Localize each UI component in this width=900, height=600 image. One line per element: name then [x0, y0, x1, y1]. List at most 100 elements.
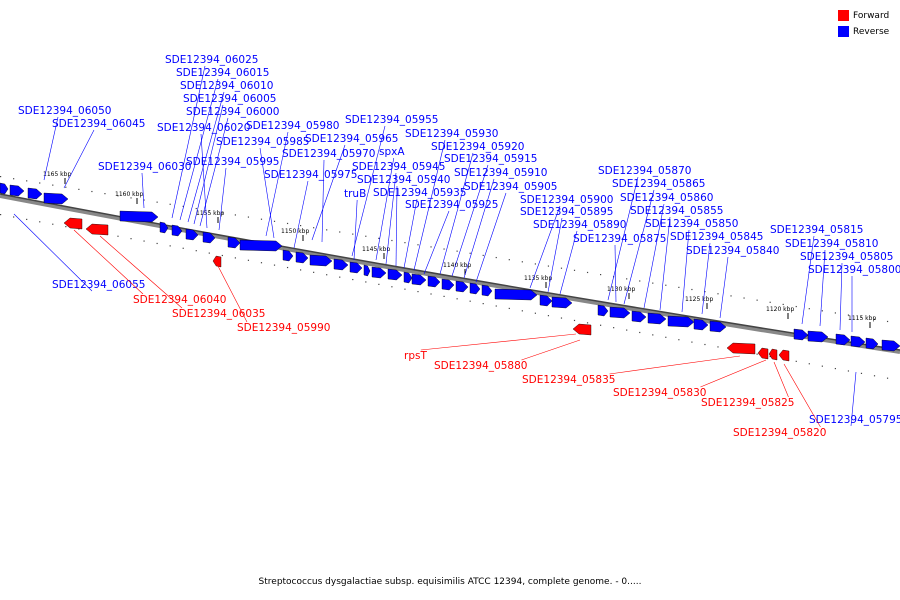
lower-dot: [182, 247, 184, 249]
gene-label: SDE12394_06050: [18, 105, 111, 117]
lower-dot: [300, 269, 302, 271]
tick-label: 1125 kbp: [685, 296, 713, 303]
gene-label: SDE12394_05810: [785, 238, 878, 250]
gene-leader: [643, 203, 665, 309]
gene-leader: [819, 249, 826, 327]
upper-dot: [117, 195, 119, 197]
gene-leader: [311, 144, 346, 241]
lower-dot: [430, 293, 432, 295]
reverse-gene: [667, 315, 695, 328]
upper-dot: [208, 210, 210, 212]
gene-leader: [719, 256, 729, 319]
lower-dot: [704, 343, 706, 346]
gene-leader: [13, 213, 93, 292]
gene-leader: [187, 91, 225, 223]
tick-label: 1165 kbp: [43, 171, 71, 178]
gene-label: SDE12394_05935: [373, 187, 466, 199]
lower-dot: [521, 310, 523, 312]
tick-label: 1160 kbp: [115, 191, 143, 198]
gene-label: SDE12394_06035: [172, 308, 265, 320]
lower-dot: [195, 250, 197, 252]
upper-dot: [130, 197, 132, 199]
upper-dot: [665, 284, 667, 286]
gene-label: SDE12394_05880: [434, 360, 527, 372]
lower-dot: [365, 281, 367, 283]
gene-label: SDE12394_05875: [573, 233, 666, 245]
gene-label: SDE12394_05930: [405, 128, 498, 140]
gene-leader: [385, 172, 397, 265]
gene-label: SDE12394_06000: [186, 106, 279, 118]
lower-dot: [560, 317, 563, 319]
upper-dot: [795, 305, 797, 308]
lower-dot: [508, 307, 510, 310]
upper-dot: [221, 212, 223, 214]
upper-dot: [430, 246, 432, 248]
gene-leader: [850, 371, 857, 427]
upper-dot: [573, 269, 576, 271]
gene-label: SDE12394_05995: [186, 156, 279, 168]
gene-label: SDE12394_05860: [620, 192, 713, 204]
gene-label: SDE12394_06025: [165, 54, 258, 66]
gene-label: SDE12394_05925: [405, 199, 498, 211]
tick-label: 1140 kbp: [443, 262, 471, 269]
gene-label: SDE12394_05910: [454, 167, 547, 179]
upper-dot: [13, 178, 15, 180]
lower-dot: [769, 355, 771, 358]
gene-label: SDE12394_05805: [800, 251, 893, 263]
upper-dot: [521, 261, 523, 263]
upper-dot: [52, 184, 54, 186]
gene-label: SDE12394_05815: [770, 224, 863, 236]
reverse-gene: [835, 333, 851, 346]
gene-label: SDE12394_05890: [533, 219, 626, 231]
gene-leader: [73, 229, 144, 295]
upper-dot: [886, 320, 889, 323]
upper-dot: [469, 252, 471, 254]
gene-label: SDE12394_05870: [598, 165, 691, 177]
upper-dot: [508, 259, 510, 261]
upper-dot: [586, 271, 589, 274]
lower-dot: [378, 283, 380, 285]
upper-dot: [769, 301, 771, 303]
gene-leader: [63, 129, 95, 189]
upper-dot: [417, 244, 419, 246]
gene-leader: [395, 185, 398, 267]
upper-dot: [873, 318, 876, 320]
upper-dot: [273, 220, 276, 222]
reverse-gene: [295, 251, 309, 264]
upper-dot: [156, 201, 158, 203]
gene-label: SDE12394_05945: [352, 161, 445, 173]
reverse-gene: [309, 254, 333, 267]
gene-leader: [659, 216, 671, 311]
genome-caption: Streptococcus dysgalactiae subsp. equisi…: [258, 577, 642, 587]
upper-dot: [547, 265, 550, 267]
lower-dot: [391, 286, 393, 288]
forward-gene: [63, 217, 83, 230]
gene-label: SDE12394_05850: [645, 218, 738, 230]
gene-leader: [521, 339, 581, 361]
gene-leader: [413, 139, 446, 271]
reverse-gene: [881, 339, 900, 352]
lower-dot: [404, 288, 406, 290]
reverse-gene: [481, 284, 493, 297]
lower-dot: [26, 218, 28, 221]
gene-label: SDE12394_05920: [431, 141, 524, 153]
gene-leader: [439, 152, 474, 275]
upper-dot: [352, 233, 354, 235]
gene-label: SDE12394_05800: [808, 264, 900, 276]
lower-dot: [886, 377, 889, 379]
upper-dot: [404, 242, 406, 244]
lower-dot: [221, 254, 223, 257]
lower-dot: [678, 339, 680, 341]
lower-dot: [860, 372, 863, 374]
gene-leader: [609, 355, 741, 375]
lower-dot: [130, 238, 132, 240]
gene-leader: [171, 65, 206, 219]
gene-leader: [801, 235, 815, 325]
gene-leader: [681, 229, 690, 313]
lower-dot: [626, 329, 628, 331]
upper-dot: [65, 186, 67, 188]
upper-dot: [456, 250, 458, 252]
upper-dot: [626, 278, 628, 280]
reverse-gene: [631, 310, 647, 323]
upper-dot: [300, 225, 302, 227]
